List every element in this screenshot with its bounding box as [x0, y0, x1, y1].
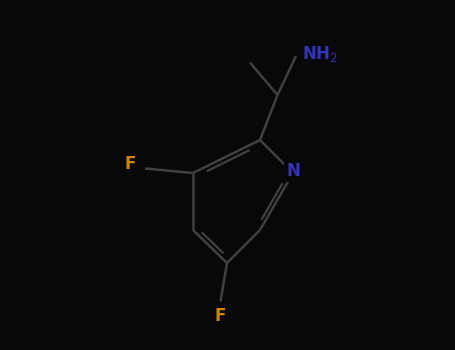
- Text: F: F: [124, 155, 136, 173]
- Text: F: F: [215, 307, 226, 325]
- Text: N: N: [286, 162, 300, 180]
- Text: NH$_2$: NH$_2$: [302, 44, 338, 64]
